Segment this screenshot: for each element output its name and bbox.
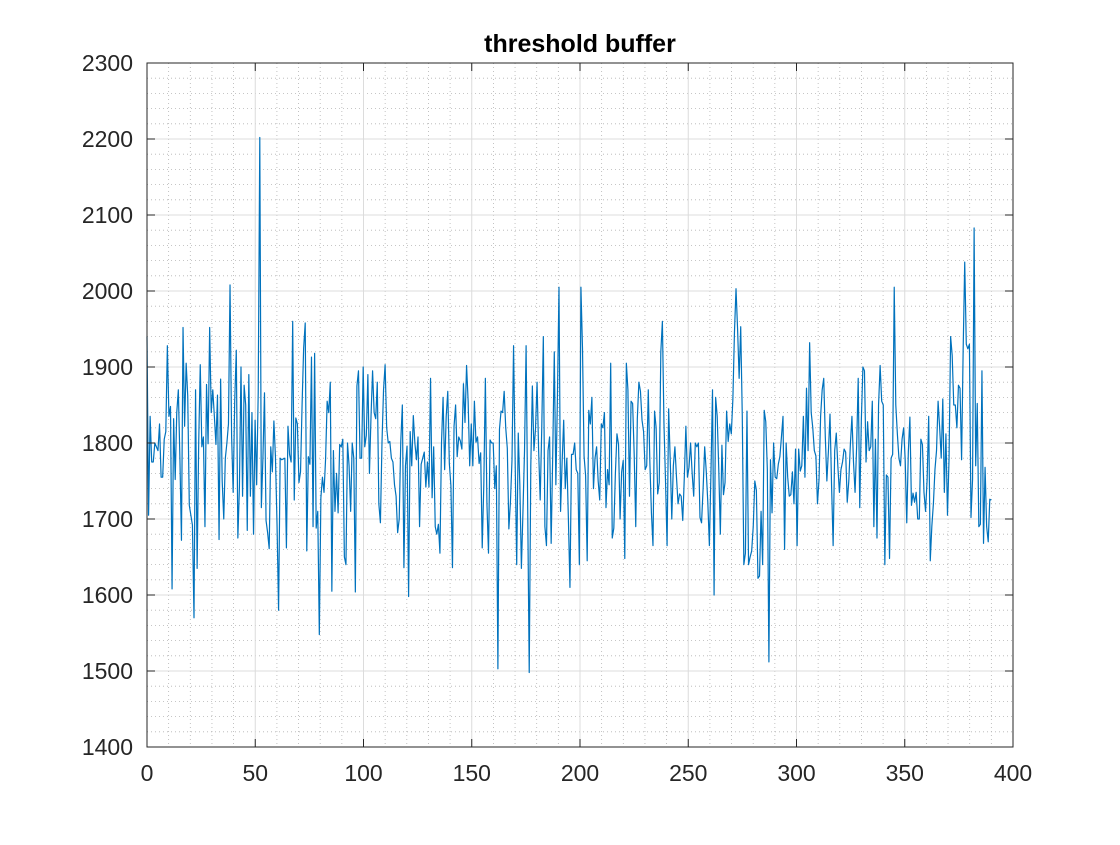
y-tick-label: 1500 — [82, 658, 133, 684]
x-tick-label: 250 — [669, 760, 707, 786]
y-tick-label: 2100 — [82, 202, 133, 228]
y-tick-label: 2200 — [82, 126, 133, 152]
chart-title: threshold buffer — [484, 30, 676, 58]
y-tick-label: 1900 — [82, 354, 133, 380]
y-tick-label: 1800 — [82, 430, 133, 456]
x-tick-label: 400 — [994, 760, 1032, 786]
x-tick-label: 150 — [453, 760, 491, 786]
y-tick-label: 2300 — [82, 50, 133, 76]
y-tick-label: 2000 — [82, 278, 133, 304]
x-tick-label: 100 — [344, 760, 382, 786]
x-tick-label: 350 — [886, 760, 924, 786]
x-axis-ticks: 0 50 100 150 200 250 300 350 400 — [141, 63, 1032, 786]
y-tick-label: 1700 — [82, 506, 133, 532]
y-tick-label: 1600 — [82, 582, 133, 608]
x-tick-label: 0 — [141, 760, 154, 786]
threshold-series-line — [146, 136, 992, 674]
y-axis-ticks: 1400 1500 1600 1700 1800 1900 2000 2100 2200 2300 — [82, 50, 1013, 760]
y-tick-label: 1400 — [82, 734, 133, 760]
x-tick-label: 200 — [561, 760, 599, 786]
x-tick-label: 50 — [242, 760, 268, 786]
x-tick-label: 300 — [777, 760, 815, 786]
